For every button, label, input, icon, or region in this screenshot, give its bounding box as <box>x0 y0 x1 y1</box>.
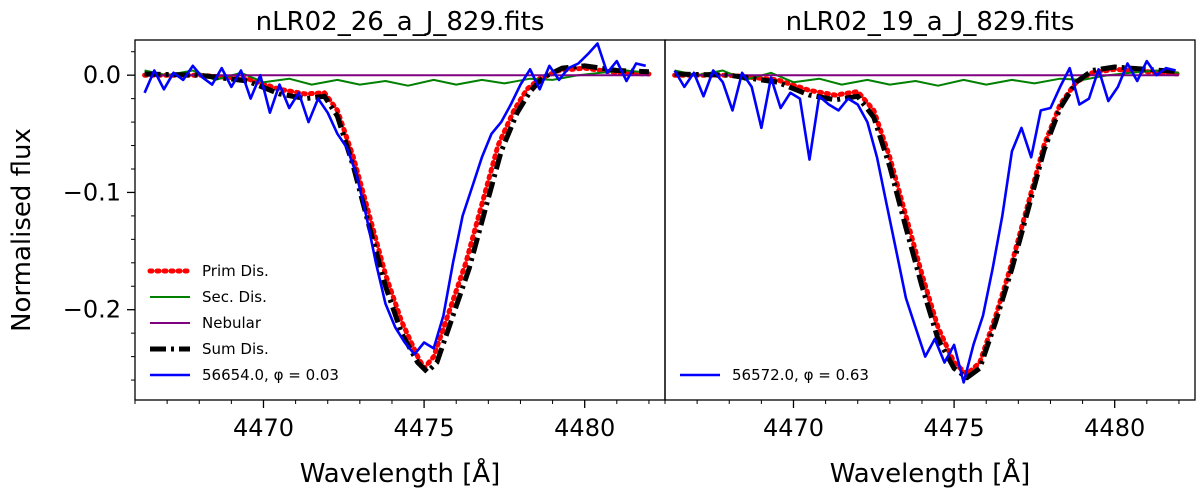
x-tick-label: 4470 <box>233 414 294 442</box>
legend-label: Prim Dis. <box>202 262 269 280</box>
series-line <box>143 42 647 356</box>
x-tick-label: 4480 <box>554 414 615 442</box>
x-tick-label: 4480 <box>1084 414 1145 442</box>
panel-2: nLR02_19_a_J_829.fits 4470 4475 4480 Wavelen… <box>664 7 1196 489</box>
panel-title: nLR02_19_a_J_829.fits <box>786 7 1075 37</box>
x-axis-label: Wavelength [Å] <box>830 457 1031 489</box>
y-tick-label: −0.1 <box>63 178 121 206</box>
legend: 56572.0, φ = 0.63 <box>680 366 869 384</box>
x-tick-label: 4470 <box>763 414 824 442</box>
x-axis-label: Wavelength [Å] <box>300 457 501 489</box>
series-line <box>672 66 1182 377</box>
panel-title: nLR02_26_a_J_829.fits <box>256 7 545 37</box>
x-tick-label: 4475 <box>924 414 985 442</box>
legend-label: Sec. Dis. <box>202 288 267 306</box>
series-group <box>672 59 1182 384</box>
legend-label: 56654.0, φ = 0.03 <box>202 366 339 384</box>
series-line <box>144 69 650 87</box>
panel-1: nLR02_26_a_J_829.fits 4470 4475 4480 Wavelen… <box>63 7 666 489</box>
legend-label: Nebular <box>202 314 262 332</box>
series-line <box>673 59 1177 384</box>
legend-label: Sum Dis. <box>202 340 269 358</box>
x-tick-label: 4475 <box>394 414 455 442</box>
y-axis-label: Normalised flux <box>7 128 37 332</box>
legend: Prim Dis. Sec. Dis. Nebular Sum Dis. 56654.0… <box>147 262 339 384</box>
y-tick-label: 0.0 <box>83 61 121 89</box>
legend-label: 56572.0, φ = 0.63 <box>732 366 869 384</box>
series-group <box>142 42 652 375</box>
y-tick-label: −0.2 <box>63 296 121 324</box>
series-line <box>674 64 1180 381</box>
axes-frame <box>664 39 1196 401</box>
